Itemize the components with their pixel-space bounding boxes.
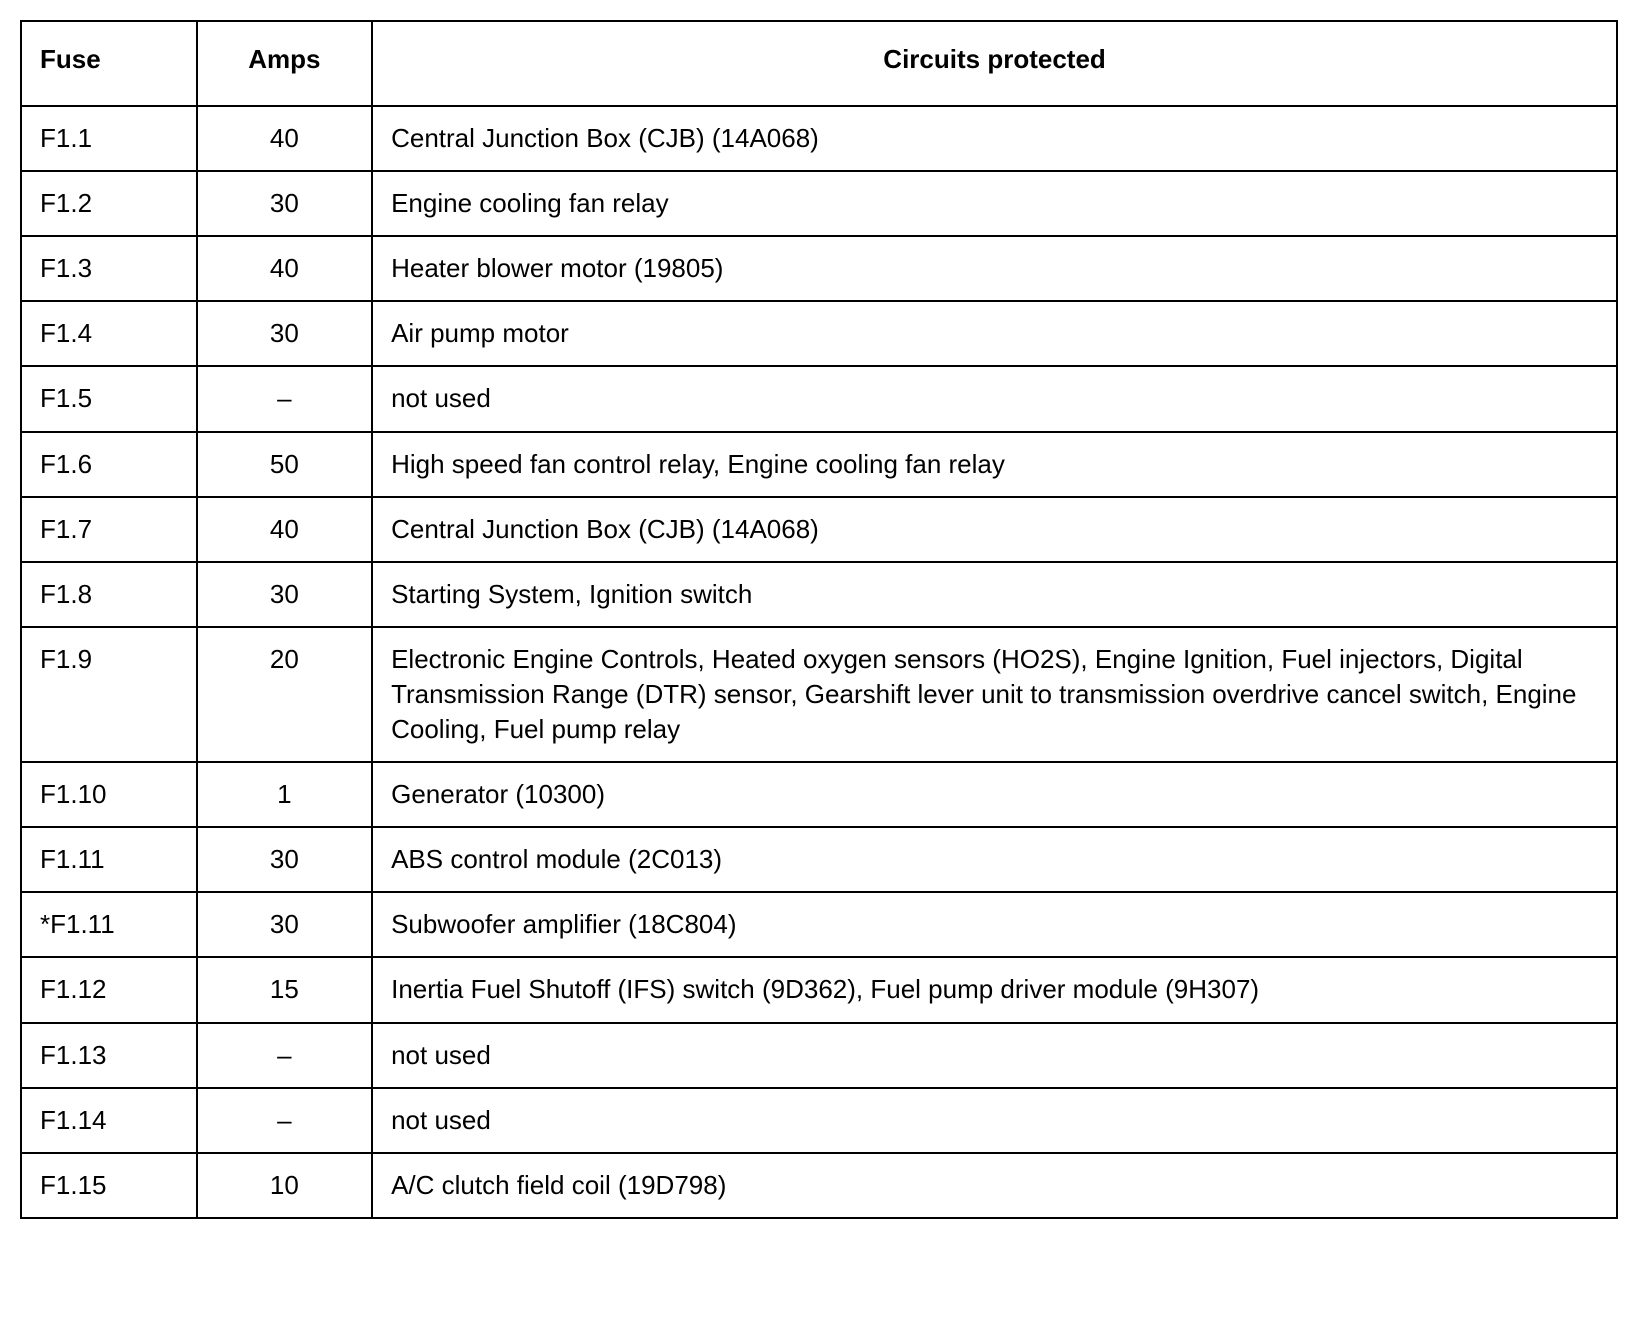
cell-amps: 50 [197, 432, 373, 497]
cell-amps: 40 [197, 497, 373, 562]
cell-amps: 30 [197, 892, 373, 957]
cell-amps: – [197, 366, 373, 431]
cell-circuits: not used [372, 366, 1617, 431]
table-row: F1.3 40 Heater blower motor (19805) [21, 236, 1617, 301]
cell-fuse: F1.4 [21, 301, 197, 366]
table-row: F1.1 40 Central Junction Box (CJB) (14A0… [21, 106, 1617, 171]
table-body: F1.1 40 Central Junction Box (CJB) (14A0… [21, 106, 1617, 1218]
cell-circuits: Central Junction Box (CJB) (14A068) [372, 106, 1617, 171]
col-header-fuse: Fuse [21, 21, 197, 106]
table-row: F1.14 – not used [21, 1088, 1617, 1153]
cell-amps: 10 [197, 1153, 373, 1218]
table-row: F1.5 – not used [21, 366, 1617, 431]
cell-fuse: F1.9 [21, 627, 197, 762]
cell-fuse: F1.10 [21, 762, 197, 827]
table-row: F1.7 40 Central Junction Box (CJB) (14A0… [21, 497, 1617, 562]
cell-amps: 15 [197, 957, 373, 1022]
table-row: F1.15 10 A/C clutch field coil (19D798) [21, 1153, 1617, 1218]
cell-circuits: Heater blower motor (19805) [372, 236, 1617, 301]
table-row: F1.12 15 Inertia Fuel Shutoff (IFS) swit… [21, 957, 1617, 1022]
fuse-table: Fuse Amps Circuits protected F1.1 40 Cen… [20, 20, 1618, 1219]
table-row: F1.6 50 High speed fan control relay, En… [21, 432, 1617, 497]
cell-fuse: F1.8 [21, 562, 197, 627]
cell-circuits: Air pump motor [372, 301, 1617, 366]
cell-circuits: Central Junction Box (CJB) (14A068) [372, 497, 1617, 562]
table-row: F1.11 30 ABS control module (2C013) [21, 827, 1617, 892]
table-row: *F1.11 30 Subwoofer amplifier (18C804) [21, 892, 1617, 957]
table-row: F1.2 30 Engine cooling fan relay [21, 171, 1617, 236]
cell-circuits: ABS control module (2C013) [372, 827, 1617, 892]
cell-circuits: High speed fan control relay, Engine coo… [372, 432, 1617, 497]
cell-amps: – [197, 1023, 373, 1088]
cell-circuits: not used [372, 1023, 1617, 1088]
table-row: F1.13 – not used [21, 1023, 1617, 1088]
cell-circuits: Subwoofer amplifier (18C804) [372, 892, 1617, 957]
cell-fuse: F1.15 [21, 1153, 197, 1218]
cell-fuse: *F1.11 [21, 892, 197, 957]
cell-circuits: Starting System, Ignition switch [372, 562, 1617, 627]
cell-fuse: F1.13 [21, 1023, 197, 1088]
cell-fuse: F1.6 [21, 432, 197, 497]
cell-amps: 40 [197, 106, 373, 171]
cell-fuse: F1.2 [21, 171, 197, 236]
table-row: F1.4 30 Air pump motor [21, 301, 1617, 366]
cell-fuse: F1.7 [21, 497, 197, 562]
cell-fuse: F1.12 [21, 957, 197, 1022]
cell-circuits: Electronic Engine Controls, Heated oxyge… [372, 627, 1617, 762]
cell-fuse: F1.3 [21, 236, 197, 301]
cell-amps: – [197, 1088, 373, 1153]
cell-amps: 40 [197, 236, 373, 301]
cell-amps: 1 [197, 762, 373, 827]
table-row: F1.9 20 Electronic Engine Controls, Heat… [21, 627, 1617, 762]
cell-circuits: Engine cooling fan relay [372, 171, 1617, 236]
cell-amps: 30 [197, 301, 373, 366]
cell-fuse: F1.1 [21, 106, 197, 171]
cell-fuse: F1.11 [21, 827, 197, 892]
cell-circuits: Generator (10300) [372, 762, 1617, 827]
cell-circuits: Inertia Fuel Shutoff (IFS) switch (9D362… [372, 957, 1617, 1022]
cell-amps: 30 [197, 562, 373, 627]
table-header-row: Fuse Amps Circuits protected [21, 21, 1617, 106]
cell-fuse: F1.14 [21, 1088, 197, 1153]
cell-amps: 30 [197, 827, 373, 892]
cell-fuse: F1.5 [21, 366, 197, 431]
cell-amps: 30 [197, 171, 373, 236]
col-header-amps: Amps [197, 21, 373, 106]
cell-amps: 20 [197, 627, 373, 762]
cell-circuits: not used [372, 1088, 1617, 1153]
cell-circuits: A/C clutch field coil (19D798) [372, 1153, 1617, 1218]
table-row: F1.10 1 Generator (10300) [21, 762, 1617, 827]
table-row: F1.8 30 Starting System, Ignition switch [21, 562, 1617, 627]
col-header-circuits: Circuits protected [372, 21, 1617, 106]
